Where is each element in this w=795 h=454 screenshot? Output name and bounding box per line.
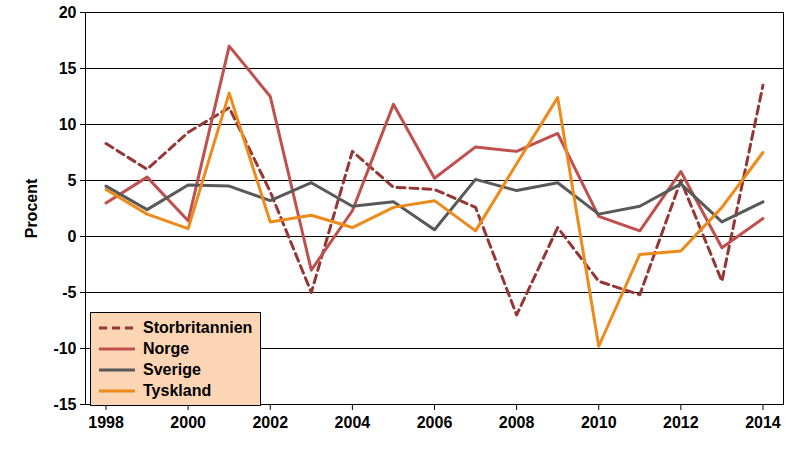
html-text:Tyskland: Tyskland xyxy=(143,381,212,399)
svg-text:15: 15 xyxy=(59,60,77,77)
svg-text:2010: 2010 xyxy=(581,414,617,431)
svg-text:2002: 2002 xyxy=(252,414,288,431)
html-text:Norge: Norge xyxy=(143,339,190,357)
html-text:Storbritannien: Storbritannien xyxy=(143,318,253,336)
svg-text:2008: 2008 xyxy=(499,414,535,431)
html-text:Sverige: Sverige xyxy=(143,360,201,378)
svg-text:0: 0 xyxy=(68,228,77,245)
svg-text:2012: 2012 xyxy=(663,414,699,431)
svg-text:-10: -10 xyxy=(53,340,76,357)
svg-text:2006: 2006 xyxy=(417,414,453,431)
svg-text:5: 5 xyxy=(68,172,77,189)
svg-text:2000: 2000 xyxy=(170,414,206,431)
svg-text:Procent: Procent xyxy=(23,178,40,238)
svg-text:2004: 2004 xyxy=(335,414,371,431)
svg-text:20: 20 xyxy=(59,4,77,21)
svg-text:1998: 1998 xyxy=(88,414,124,431)
svg-text:-15: -15 xyxy=(53,396,76,413)
svg-text:10: 10 xyxy=(59,116,77,133)
svg-text:-5: -5 xyxy=(62,284,76,301)
svg-text:2014: 2014 xyxy=(745,414,781,431)
